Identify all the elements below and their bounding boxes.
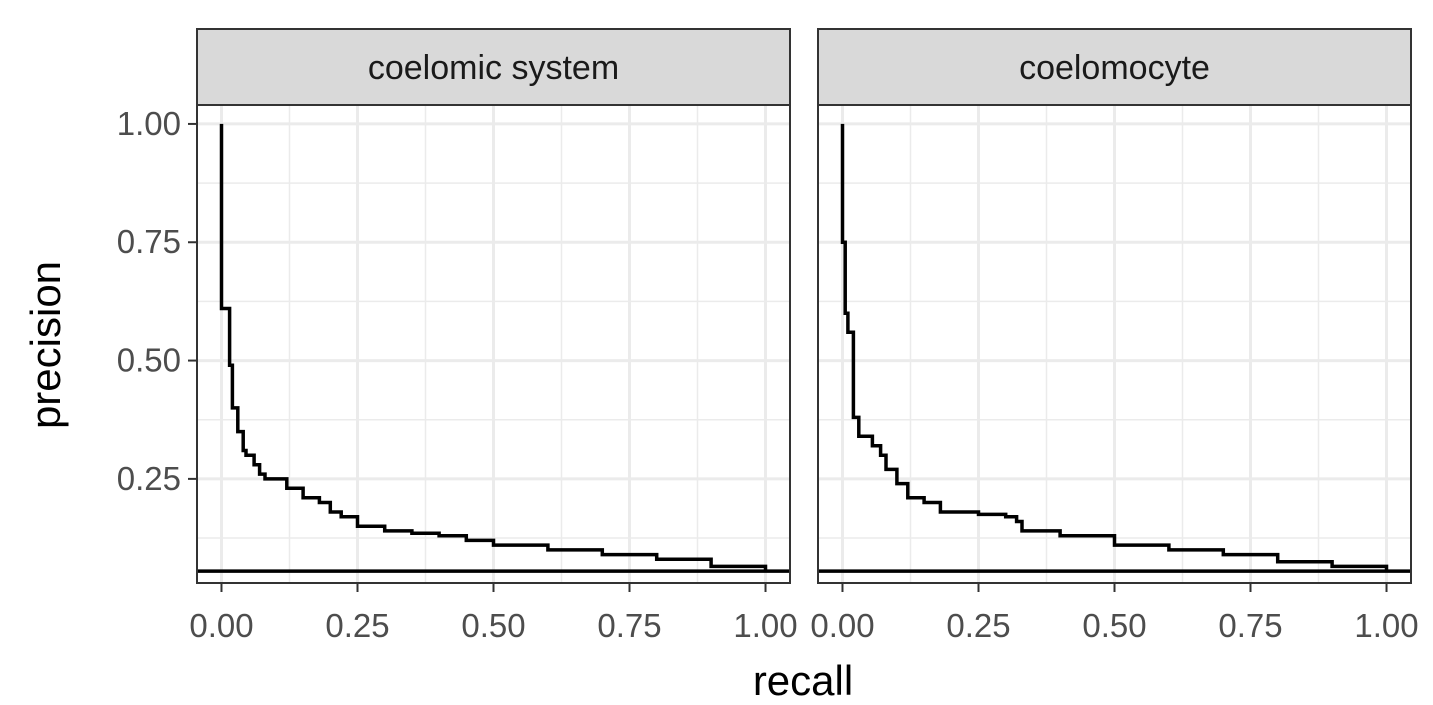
- facet-strip: [817, 28, 1412, 106]
- pr-curve: [219, 123, 768, 572]
- x-tick-label: 0.75: [1218, 607, 1282, 644]
- facet-strip-label: coelomocyte: [1019, 49, 1210, 87]
- facet-strip: [196, 28, 791, 106]
- x-tick-label: 0.00: [810, 607, 874, 644]
- x-tick-label: 1.00: [733, 607, 797, 644]
- x-tick-label: 1.00: [1354, 607, 1418, 644]
- x-tick-label: 0.50: [461, 607, 525, 644]
- y-tick-label: 0.75: [117, 223, 181, 260]
- facet-panel-2: coelomocyte 0.00 0.25 0.50 0.75 1.00: [810, 28, 1419, 644]
- x-tick-label: 0.25: [946, 607, 1010, 644]
- x-tick-label: 0.75: [597, 607, 661, 644]
- x-tick-label: 0.00: [189, 607, 253, 644]
- pr-curve: [840, 123, 1389, 572]
- x-tick-label: 0.25: [325, 607, 389, 644]
- x-axis-title: recall: [753, 657, 853, 704]
- y-axis-title: precision: [22, 261, 69, 429]
- y-tick-label: 0.50: [117, 342, 181, 379]
- y-tick-label: 0.25: [117, 460, 181, 497]
- facet-panel-1: coelomic system 0.00 0.25 0.50 0.75 1.00 0.25 0…: [117, 28, 798, 644]
- y-tick-label: 1.00: [117, 105, 181, 142]
- x-tick-label: 0.50: [1082, 607, 1146, 644]
- facet-strip-label: coelomic system: [368, 49, 619, 87]
